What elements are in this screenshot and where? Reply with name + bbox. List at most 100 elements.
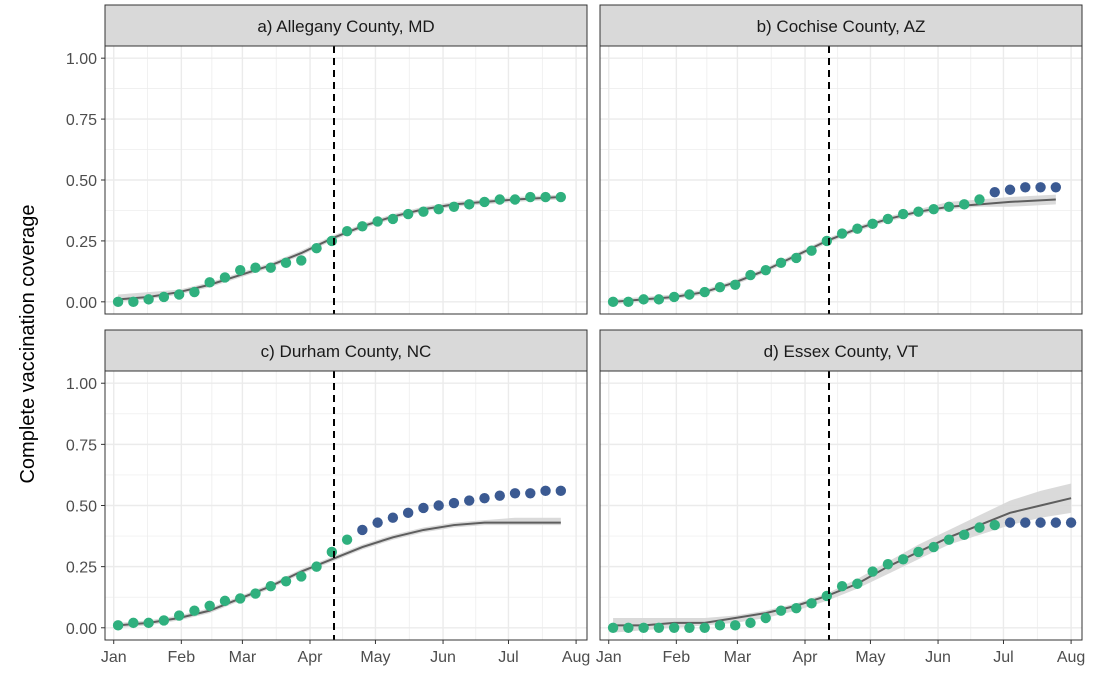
panel-border	[599, 370, 1083, 641]
observed-point	[235, 264, 246, 276]
panel: c) Durham County, NC 0.00 0.25 0.50 0.75 1.00…	[66, 329, 590, 666]
observed-point	[235, 593, 246, 604]
observed-point	[311, 561, 322, 572]
holdout-point	[1035, 517, 1046, 528]
observed-point	[974, 194, 985, 205]
x-tick-label: Jul	[498, 649, 518, 666]
y-tick-label: 0.75	[66, 437, 97, 454]
observed-point	[775, 257, 787, 269]
observed-point	[852, 578, 863, 589]
holdout-point	[418, 502, 429, 514]
y-tick-label: 0.50	[66, 499, 97, 516]
holdout-point	[1004, 184, 1016, 195]
x-tick-label: Jan	[596, 649, 622, 666]
observed-point	[607, 296, 619, 308]
x-tick-label: Jan	[101, 649, 127, 666]
observed-point	[112, 620, 124, 631]
observed-point	[280, 576, 292, 587]
observed-point	[852, 223, 863, 234]
x-tick-label: May	[855, 649, 885, 666]
observed-point	[112, 296, 124, 308]
panel: a) Allegany County, MD 0.00 0.25 0.50 0.75 1.…	[66, 4, 588, 315]
x-tick-label: Jun	[430, 649, 456, 666]
observed-point	[959, 529, 970, 541]
holdout-point	[448, 497, 460, 509]
observed-point	[326, 546, 338, 558]
panel-strip	[599, 329, 1083, 372]
observed-point	[296, 571, 307, 582]
observed-point	[775, 605, 787, 616]
observed-point	[402, 208, 414, 220]
observed-point	[836, 581, 848, 592]
holdout-point	[1035, 182, 1046, 193]
observed-point	[943, 534, 955, 545]
observed-point	[867, 218, 878, 230]
y-tick-label: 0.00	[66, 295, 97, 312]
observed-point	[311, 243, 322, 254]
observed-point	[158, 291, 170, 303]
observed-point	[219, 272, 231, 283]
observed-point	[791, 603, 802, 614]
observed-point	[714, 282, 726, 293]
observed-point	[653, 622, 665, 633]
observed-point	[791, 252, 802, 264]
observed-point	[745, 617, 756, 629]
y-tick-label: 1.00	[66, 51, 97, 68]
panel-title: c) Durham County, NC	[261, 342, 432, 361]
observed-point	[974, 522, 985, 533]
confidence-ribbon	[118, 194, 561, 302]
holdout-point	[1050, 517, 1062, 528]
observed-point	[607, 622, 619, 633]
observed-point	[806, 598, 817, 609]
y-tick-label: 0.25	[66, 560, 97, 577]
observed-point	[623, 622, 634, 633]
observed-point	[699, 622, 710, 633]
observed-point	[745, 269, 756, 281]
panel-title: a) Allegany County, MD	[257, 17, 434, 36]
observed-point	[730, 279, 741, 290]
observed-point	[989, 519, 1000, 531]
y-tick-label: 0.25	[66, 234, 97, 251]
y-tick-label: 0.00	[66, 621, 97, 638]
holdout-point	[494, 490, 505, 501]
observed-point	[204, 277, 215, 288]
observed-point	[555, 191, 567, 203]
observed-point	[623, 296, 634, 308]
panels: a) Allegany County, MD 0.00 0.25 0.50 0.75 1.…	[66, 4, 1085, 666]
observed-point	[928, 204, 939, 215]
observed-point	[684, 289, 695, 300]
observed-point	[189, 605, 200, 616]
holdout-point	[1050, 182, 1062, 193]
observed-point	[372, 216, 383, 227]
x-tick-label: Aug	[1057, 649, 1085, 666]
observed-point	[189, 286, 200, 298]
observed-point	[280, 257, 292, 269]
holdout-point	[402, 507, 414, 519]
holdout-point	[433, 500, 444, 511]
observed-point	[250, 262, 261, 273]
panel-strip	[104, 4, 588, 47]
observed-point	[699, 286, 710, 298]
holdout-point	[1004, 517, 1016, 528]
observed-point	[433, 204, 444, 215]
y-axis-label: Complete vaccination coverage	[17, 204, 39, 483]
observed-point	[714, 620, 726, 631]
holdout-point	[1020, 182, 1031, 193]
y-tick-label: 1.00	[66, 376, 97, 393]
observed-point	[760, 612, 771, 624]
x-tick-label: Jul	[993, 649, 1013, 666]
observed-point	[959, 199, 970, 210]
x-tick-label: Mar	[229, 649, 257, 666]
observed-point	[867, 566, 878, 577]
x-tick-label: May	[360, 649, 390, 666]
panel-strip	[599, 4, 1083, 47]
observed-point	[897, 208, 909, 220]
x-tick-label: Apr	[298, 649, 324, 666]
observed-point	[730, 620, 741, 631]
panel-title: b) Cochise County, AZ	[757, 17, 926, 36]
observed-point	[173, 289, 185, 300]
holdout-point	[372, 517, 383, 528]
holdout-point	[357, 524, 368, 536]
observed-point	[806, 245, 817, 256]
